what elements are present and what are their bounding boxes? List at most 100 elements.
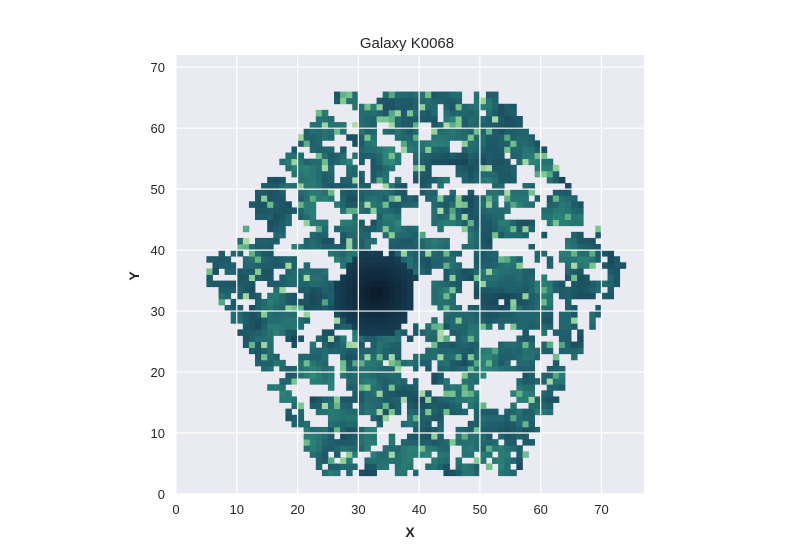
heatmap-pixel: [522, 280, 529, 288]
heatmap-pixel: [346, 183, 353, 190]
heatmap-pixel: [504, 189, 511, 196]
heatmap-pixel: [242, 244, 250, 251]
heatmap-pixel: [528, 219, 535, 227]
heatmap-pixel: [303, 262, 311, 269]
heatmap-pixel: [443, 262, 450, 269]
heatmap-pixel: [510, 170, 517, 178]
heatmap-pixel: [382, 414, 390, 422]
heatmap-pixel: [400, 195, 408, 202]
heatmap-pixel: [297, 140, 305, 147]
heatmap-pixel: [236, 286, 244, 294]
heatmap-pixel: [413, 237, 420, 245]
heatmap-pixel: [261, 335, 268, 342]
heatmap-pixel: [479, 122, 487, 129]
heatmap-pixel: [522, 317, 529, 324]
heatmap-pixel: [467, 164, 475, 172]
y-tick-label: 50: [151, 182, 165, 197]
heatmap-pixel: [242, 311, 250, 318]
heatmap-pixel: [437, 433, 444, 440]
heatmap-pixel: [340, 225, 347, 233]
heatmap-pixel: [406, 298, 414, 306]
heatmap-pixel: [285, 207, 292, 214]
heatmap-pixel: [376, 195, 384, 202]
heatmap-pixel: [413, 164, 420, 172]
heatmap-pixel: [589, 244, 596, 251]
heatmap-pixel: [358, 146, 365, 153]
heatmap-pixel: [285, 298, 292, 306]
heatmap-pixel: [431, 207, 438, 214]
heatmap-pixel: [492, 298, 499, 306]
heatmap-pixel: [425, 335, 432, 342]
heatmap-pixel: [516, 457, 523, 464]
heatmap-pixel: [303, 445, 311, 452]
heatmap-pixel: [510, 256, 517, 263]
heatmap-pixel: [479, 304, 487, 312]
heatmap-pixel: [394, 390, 402, 397]
heatmap-pixel: [577, 286, 584, 294]
heatmap-pixel: [607, 274, 615, 281]
heatmap-pixel: [364, 237, 371, 245]
heatmap-pixel: [327, 408, 335, 416]
heatmap-pixel: [443, 439, 450, 446]
heatmap-pixel: [528, 304, 535, 312]
heatmap-pixel: [583, 286, 590, 294]
heatmap-pixel: [479, 457, 487, 464]
heatmap-pixel: [382, 365, 390, 373]
heatmap-pixel: [595, 311, 602, 318]
heatmap-pixel: [297, 408, 305, 416]
heatmap-pixel: [406, 195, 414, 202]
heatmap-pixel: [388, 396, 396, 403]
heatmap-pixel: [273, 304, 280, 312]
heatmap-pixel: [346, 469, 353, 477]
heatmap-pixel: [273, 207, 280, 214]
heatmap-pixel: [382, 262, 390, 269]
heatmap-pixel: [382, 219, 390, 227]
heatmap-pixel: [455, 304, 463, 312]
heatmap-pixel: [327, 134, 335, 141]
heatmap-pixel: [534, 396, 542, 403]
heatmap-pixel: [406, 457, 414, 464]
heatmap-pixel: [334, 304, 341, 312]
heatmap-pixel: [564, 207, 572, 214]
heatmap-pixel: [522, 372, 529, 379]
heatmap-pixel: [297, 195, 305, 202]
heatmap-pixel: [400, 463, 408, 471]
heatmap-pixel: [564, 347, 572, 355]
heatmap-pixel: [492, 286, 499, 294]
heatmap-pixel: [528, 372, 535, 379]
heatmap-pixel: [285, 365, 292, 373]
heatmap-pixel: [534, 158, 542, 166]
heatmap-pixel: [437, 298, 444, 306]
heatmap-pixel: [461, 195, 469, 202]
heatmap-pixel: [479, 451, 487, 458]
heatmap-pixel: [589, 323, 596, 330]
heatmap-pixel: [267, 176, 274, 184]
heatmap-pixel: [443, 274, 450, 281]
heatmap-pixel: [564, 201, 572, 208]
heatmap-pixel: [528, 396, 535, 403]
heatmap-pixel: [443, 280, 450, 288]
heatmap-pixel: [522, 378, 529, 385]
heatmap-pixel: [516, 134, 523, 141]
heatmap-pixel: [382, 390, 390, 397]
heatmap-pixel: [376, 115, 384, 123]
heatmap-pixel: [303, 274, 311, 281]
heatmap-pixel: [485, 219, 493, 227]
heatmap-pixel: [413, 396, 420, 403]
heatmap-pixel: [473, 359, 481, 367]
heatmap-pixel: [340, 189, 347, 196]
heatmap-pixel: [455, 396, 463, 403]
heatmap-pixel: [297, 189, 305, 196]
heatmap-pixel: [413, 146, 420, 153]
heatmap-pixel: [607, 280, 615, 288]
heatmap-pixel: [510, 469, 517, 477]
heatmap-pixel: [394, 91, 402, 99]
heatmap-pixel: [334, 445, 341, 452]
heatmap-pixel: [504, 439, 511, 446]
heatmap-pixel: [473, 402, 481, 410]
heatmap-pixel: [309, 274, 317, 281]
heatmap-pixel: [577, 335, 584, 342]
heatmap-pixel: [242, 292, 250, 300]
heatmap-pixel: [461, 384, 469, 391]
heatmap-pixel: [340, 396, 347, 403]
